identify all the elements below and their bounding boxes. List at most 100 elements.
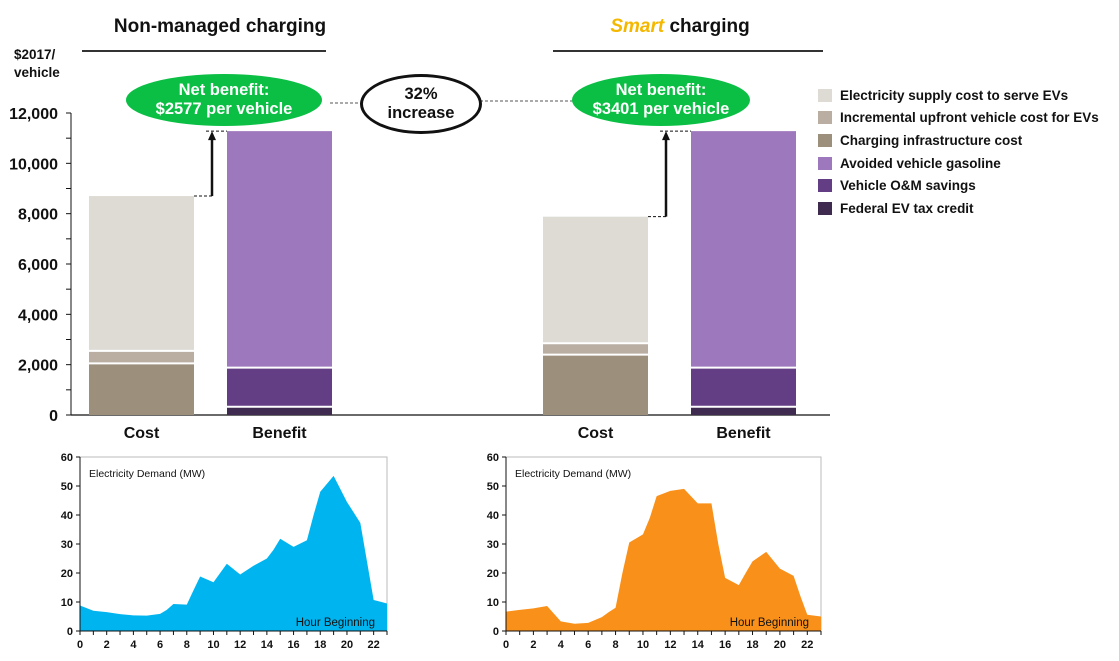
y-tick-label: 2,000 bbox=[18, 358, 58, 375]
area-chart-title: Electricity Demand (MW) bbox=[515, 468, 631, 480]
category-label: Benefit bbox=[252, 425, 307, 442]
legend-label: Incremental upfront vehicle cost for EVs bbox=[840, 110, 1099, 126]
legend-swatch bbox=[818, 88, 832, 102]
y-tick-label: 0 bbox=[49, 408, 58, 425]
area-y-tick-label: 30 bbox=[61, 539, 73, 551]
legend-item: Federal EV tax credit bbox=[818, 197, 1099, 220]
bar-segment bbox=[89, 350, 194, 364]
area-x-tick-label: 2 bbox=[104, 639, 110, 651]
area-y-tick-label: 10 bbox=[487, 597, 499, 609]
area-x-label: Hour Beginning bbox=[730, 617, 809, 629]
area-y-tick-label: 10 bbox=[61, 597, 73, 609]
area-x-tick-label: 16 bbox=[719, 639, 731, 651]
area-y-tick-label: 50 bbox=[487, 481, 499, 493]
bar-segment bbox=[543, 343, 648, 355]
increase-line1: 32% bbox=[404, 85, 438, 103]
legend-swatch bbox=[818, 179, 832, 193]
area-y-tick-label: 60 bbox=[487, 452, 499, 464]
area-x-tick-label: 10 bbox=[207, 639, 219, 651]
area-x-tick-label: 22 bbox=[368, 639, 380, 651]
area-chart-title: Electricity Demand (MW) bbox=[89, 468, 205, 480]
area-y-tick-label: 30 bbox=[487, 539, 499, 551]
area-y-tick-label: 60 bbox=[61, 452, 73, 464]
net-benefit-bubble-right: Net benefit: $3401 per vehicle bbox=[572, 74, 750, 126]
area-x-tick-label: 0 bbox=[77, 639, 83, 651]
net-benefit-right-line2: $3401 per vehicle bbox=[592, 100, 730, 118]
y-tick-label: 12,000 bbox=[9, 106, 58, 123]
header-divider-left bbox=[82, 50, 326, 52]
y-axis-label: $2017/ vehicle bbox=[14, 47, 60, 80]
area-y-tick-label: 20 bbox=[487, 568, 499, 580]
area-y-tick-label: 40 bbox=[61, 510, 73, 522]
net-benefit-left-line1: Net benefit: bbox=[178, 81, 270, 99]
area-y-tick-label: 50 bbox=[61, 481, 73, 493]
legend-item: Incremental upfront vehicle cost for EVs bbox=[818, 107, 1099, 130]
area-x-label: Hour Beginning bbox=[296, 617, 375, 629]
area-x-tick-label: 14 bbox=[261, 639, 274, 651]
area-x-tick-label: 2 bbox=[530, 639, 536, 651]
category-label: Benefit bbox=[716, 425, 771, 442]
header-smart-emph: Smart bbox=[610, 16, 665, 37]
demand-area bbox=[80, 475, 387, 631]
legend-label: Charging infrastructure cost bbox=[840, 132, 1023, 148]
bar-segment bbox=[691, 406, 796, 415]
legend-label: Avoided vehicle gasoline bbox=[840, 155, 1001, 171]
header-smart-rest: charging bbox=[664, 16, 750, 37]
legend-item: Vehicle O&M savings bbox=[818, 174, 1099, 197]
legend-item: Avoided vehicle gasoline bbox=[818, 152, 1099, 175]
y-tick-label: 8,000 bbox=[18, 207, 58, 224]
area-x-tick-label: 22 bbox=[801, 639, 813, 651]
legend-item: Charging infrastructure cost bbox=[818, 129, 1099, 152]
area-x-tick-label: 4 bbox=[130, 639, 137, 651]
area-x-tick-label: 6 bbox=[157, 639, 163, 651]
area-x-tick-label: 4 bbox=[558, 639, 565, 651]
legend: Electricity supply cost to serve EVs Incr… bbox=[818, 84, 1099, 220]
legend-swatch bbox=[818, 156, 832, 170]
arrow-head-icon bbox=[208, 131, 216, 141]
header-smart: Smart charging bbox=[560, 16, 800, 38]
area-x-tick-label: 18 bbox=[746, 639, 758, 651]
increase-bubble: 32% increase bbox=[360, 74, 482, 134]
area-x-tick-label: 8 bbox=[184, 639, 190, 651]
bar-segment bbox=[691, 131, 796, 368]
legend-swatch bbox=[818, 201, 832, 215]
bar-segment bbox=[227, 406, 332, 415]
bar-segment bbox=[543, 354, 648, 415]
legend-label: Federal EV tax credit bbox=[840, 200, 974, 216]
legend-swatch bbox=[818, 111, 832, 125]
net-benefit-bubble-left: Net benefit: $2577 per vehicle bbox=[126, 74, 322, 126]
area-y-tick-label: 0 bbox=[67, 626, 73, 638]
category-label: Cost bbox=[124, 425, 160, 442]
y-tick-label: 4,000 bbox=[18, 307, 58, 324]
net-benefit-right-line1: Net benefit: bbox=[615, 81, 707, 99]
area-x-tick-label: 6 bbox=[585, 639, 591, 651]
area-y-tick-label: 20 bbox=[61, 568, 73, 580]
bar-segment bbox=[227, 131, 332, 368]
bar-segment bbox=[89, 363, 194, 415]
legend-label: Vehicle O&M savings bbox=[840, 178, 976, 194]
net-benefit-left-line2: $2577 per vehicle bbox=[155, 100, 293, 118]
area-x-tick-label: 18 bbox=[314, 639, 326, 651]
legend-label: Electricity supply cost to serve EVs bbox=[840, 87, 1069, 103]
area-x-tick-label: 12 bbox=[664, 639, 676, 651]
area-x-tick-label: 14 bbox=[692, 639, 705, 651]
header-non-managed: Non-managed charging bbox=[113, 16, 327, 37]
increase-line2: increase bbox=[387, 104, 455, 122]
area-x-tick-label: 10 bbox=[637, 639, 649, 651]
area-y-tick-label: 40 bbox=[487, 510, 499, 522]
legend-item: Electricity supply cost to serve EVs bbox=[818, 84, 1099, 107]
area-y-tick-label: 0 bbox=[493, 626, 499, 638]
arrow-head-icon bbox=[662, 131, 670, 141]
category-label: Cost bbox=[578, 425, 614, 442]
header-divider-right bbox=[553, 50, 823, 52]
y-tick-label: 6,000 bbox=[18, 257, 58, 274]
area-x-tick-label: 0 bbox=[503, 639, 509, 651]
area-x-tick-label: 12 bbox=[234, 639, 246, 651]
legend-swatch bbox=[818, 133, 832, 147]
y-tick-label: 10,000 bbox=[9, 156, 58, 173]
bar-segment bbox=[227, 367, 332, 407]
bar-segment bbox=[543, 216, 648, 344]
area-x-tick-label: 20 bbox=[774, 639, 786, 651]
bar-segment bbox=[89, 196, 194, 351]
